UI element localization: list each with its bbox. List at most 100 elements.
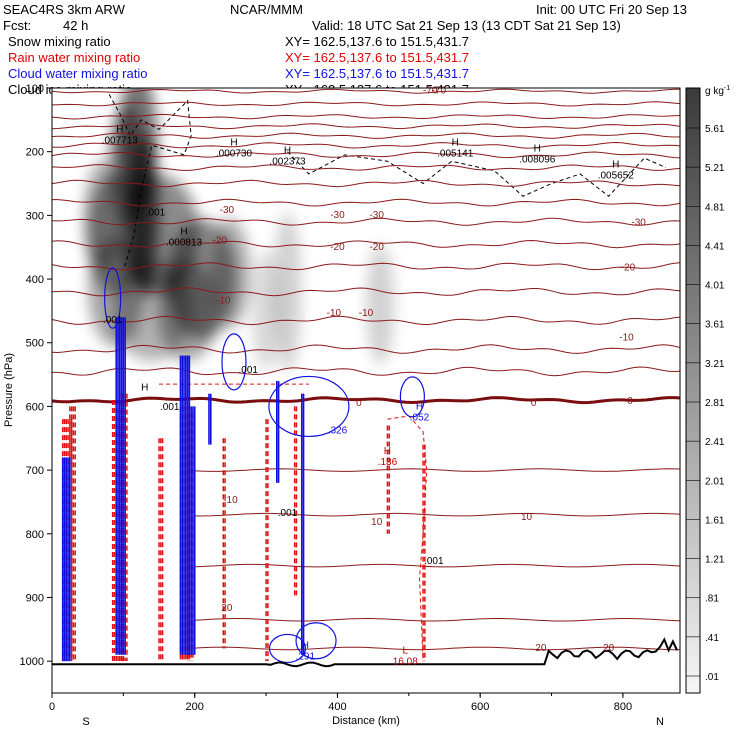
- colorbar-label: 4.01: [705, 281, 725, 292]
- legend-xy: XY= 162.5,137.6 to 151.5,431.7: [285, 34, 469, 49]
- extremum-value: .052: [410, 413, 430, 424]
- colorbar-label: 2.01: [705, 476, 725, 487]
- valid-time: Valid: 18 UTC Sat 21 Sep 13 (13 CDT Sat …: [312, 18, 621, 33]
- isotherm-line: [194, 646, 680, 651]
- x-tick-label: 600: [471, 701, 489, 713]
- extremum-value: .326: [328, 425, 348, 436]
- colorbar-label: 1.21: [705, 555, 725, 566]
- isotherm-line: [52, 113, 680, 120]
- y-tick-label: 700: [26, 465, 44, 477]
- cloud-ice-contours: [108, 94, 666, 267]
- extremum-value: .291: [296, 651, 316, 662]
- isotherm-label: -20: [330, 242, 345, 253]
- x-axis-end-label: N: [656, 716, 664, 728]
- y-tick-label: 500: [26, 338, 44, 350]
- colorbar-label: 4.81: [705, 202, 725, 213]
- model-title: SEAC4RS 3km ARW: [3, 2, 126, 17]
- y-tick-label: 400: [26, 274, 44, 286]
- isotherm-line: [52, 262, 680, 271]
- isotherm-label: -70: [423, 85, 438, 96]
- extremum-marker: H: [141, 383, 148, 394]
- colorbar-gradient: [685, 87, 701, 694]
- isotherm-label: 20: [535, 643, 547, 654]
- extremum-value: .001: [146, 208, 166, 219]
- colorbar-label: .41: [705, 633, 719, 644]
- colorbar-label: 3.21: [705, 359, 725, 370]
- x-tick-label: 400: [328, 701, 346, 713]
- org-label: NCAR/MMM: [230, 2, 303, 17]
- isotherm-label: -20: [369, 242, 384, 253]
- isotherm-line: [52, 123, 680, 130]
- terrain-surface: [52, 637, 679, 668]
- extremum-value: .002373: [269, 157, 306, 168]
- colorbar-unit: g kg-1: [705, 85, 730, 97]
- isotherm-label: -10: [619, 332, 634, 343]
- isotherm-line: [52, 88, 680, 94]
- extremum-value: .008096: [519, 155, 556, 166]
- isotherm-label: -20: [621, 262, 636, 273]
- colorbar-label: 4.41: [705, 241, 725, 252]
- isotherm-line: [52, 315, 680, 326]
- snow-shade: [210, 217, 251, 328]
- isotherm-line: [52, 141, 680, 149]
- extremum-value: .000813: [166, 237, 203, 248]
- isotherm-label: 20: [221, 603, 233, 614]
- snow-shade: [366, 244, 395, 365]
- y-tick-label: 300: [26, 210, 44, 222]
- snow-shade: [273, 211, 302, 372]
- extremum-value: .001: [103, 315, 123, 326]
- temperature-contours: [52, 88, 680, 651]
- extremum-marker: H: [116, 125, 123, 136]
- freezing-level-line: [52, 396, 680, 405]
- y-tick-label: 900: [26, 592, 44, 604]
- cloud-ice-line: [108, 94, 192, 267]
- isotherm-label: -10: [223, 495, 238, 506]
- y-axis-label: Pressure (hPa): [3, 353, 15, 427]
- isotherm-label: 10: [521, 512, 533, 523]
- isotherm-label: 0: [356, 398, 362, 409]
- isotherm-line: [52, 179, 680, 188]
- forecast-label: Fcst:: [3, 18, 31, 33]
- colorbar-label: 1.61: [705, 515, 725, 526]
- y-tick-label: 600: [26, 401, 44, 413]
- isotherm-label: -30: [631, 218, 646, 229]
- snow-shade: [252, 250, 281, 371]
- colorbar-label: .81: [705, 594, 719, 605]
- extremum-value: .001: [239, 365, 259, 376]
- isotherm-label: -10: [327, 308, 342, 319]
- extremum-marker: H: [452, 137, 459, 148]
- isotherm-line: [52, 198, 680, 207]
- isotherm-line: [52, 239, 680, 249]
- cloud-water-loop: [399, 376, 425, 418]
- cloud-water-loop: [221, 333, 247, 391]
- extremum-value: 16.08: [393, 657, 418, 668]
- temperature-labels: -70-70 -30 -30 -30 -30 -20 -20 -20 -20 -10 -10 -10 -…: [212, 85, 646, 654]
- isotherm-line: [52, 164, 680, 171]
- isotherm-line: [52, 366, 680, 377]
- x-axis-label: Distance (km): [332, 715, 400, 727]
- isotherm-label: 0: [627, 396, 633, 407]
- y-tick-label: 200: [26, 147, 44, 159]
- isotherm-line: [52, 217, 680, 226]
- cloud-water-contours: [61, 267, 425, 664]
- forecast-hours: 42 h: [63, 18, 88, 33]
- x-tick-label: 800: [614, 701, 632, 713]
- x-axis: 0 200 400 600 800: [49, 693, 632, 713]
- extremum-marker: H: [230, 137, 237, 148]
- colorbar: g kg-1 5.61 5.21 4.81 4.41 4.01 3.61 3.21 2.81 2…: [685, 85, 730, 694]
- extremum-value: .001: [424, 556, 444, 567]
- colorbar-label: 3.61: [705, 320, 725, 331]
- extremum-marker: H: [612, 160, 619, 171]
- extremum-value: .005141: [437, 148, 474, 159]
- extremum-value: .001: [278, 508, 298, 519]
- colorbar-label: 2.41: [705, 437, 725, 448]
- isotherm-line: [52, 101, 680, 107]
- legend-xy: XY= 162.5,137.6 to 151.5,431.7: [285, 66, 469, 81]
- extremum-value: .000730: [216, 148, 253, 159]
- colorbar-label: 5.61: [705, 124, 725, 135]
- isotherm-label: -30: [220, 205, 235, 216]
- isotherm-line: [194, 468, 680, 472]
- plot-frame: [51, 87, 681, 694]
- y-tick-label: 800: [26, 529, 44, 541]
